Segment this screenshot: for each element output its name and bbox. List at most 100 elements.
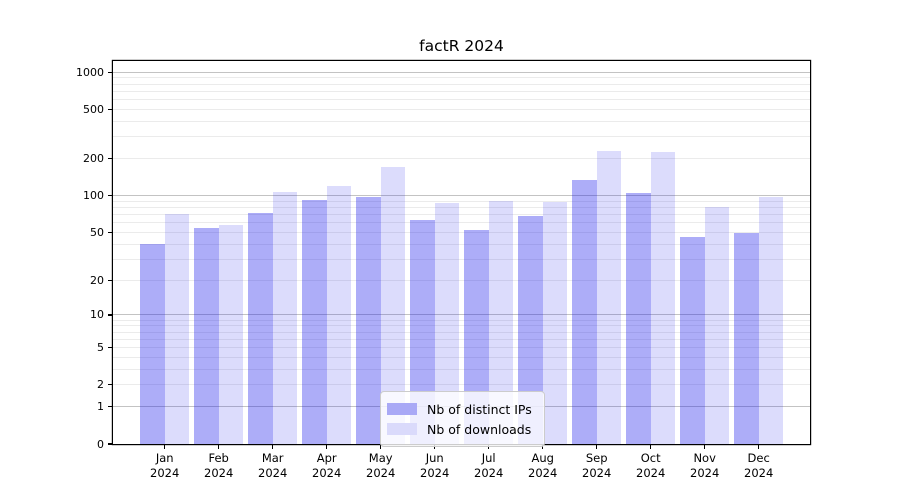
x-tick-nov	[704, 445, 706, 449]
legend-label-distinct-ips: Nb of distinct IPs	[427, 401, 532, 417]
gridline-minor-200	[113, 158, 810, 160]
x-tick-label-apr: Apr 2024	[312, 451, 342, 480]
x-tick-jan	[164, 445, 166, 449]
gridline-minor-500	[113, 108, 810, 110]
bar-nb-of-downloads-apr	[326, 185, 352, 444]
x-tick-label-mar: Mar 2024	[258, 451, 288, 480]
y-tick-label-10: 10	[90, 308, 104, 322]
gridline-minor-600	[113, 99, 810, 101]
bar-nb-of-downloads-sep	[596, 151, 622, 444]
y-tick-50	[108, 231, 112, 233]
x-tick-label-sep: Sep 2024	[582, 451, 612, 480]
y-tick-label-5: 5	[97, 341, 104, 355]
bar-nb-of-distinct-ips-dec	[734, 233, 759, 444]
y-tick-label-200: 200	[83, 152, 104, 166]
x-tick-jul	[488, 445, 490, 449]
gridline-major-10	[113, 314, 810, 316]
chart-title: factR 2024	[419, 37, 504, 55]
y-tick-5	[108, 346, 112, 349]
gridline-minor-50	[113, 231, 810, 233]
gridline-minor-80	[113, 206, 810, 208]
bar-nb-of-distinct-ips-mar	[248, 213, 273, 444]
y-tick-label-0: 0	[97, 437, 104, 451]
gridline-minor-800	[113, 83, 810, 85]
y-tick-label-2: 2	[97, 378, 104, 392]
gridline-minor-4	[113, 356, 810, 358]
y-tick-10	[108, 314, 112, 316]
bar-nb-of-downloads-feb	[218, 225, 244, 444]
gridline-minor-700	[113, 90, 810, 92]
gridline-major-1000	[113, 71, 810, 73]
y-tick-20	[108, 279, 112, 281]
gridline-minor-60	[113, 222, 810, 224]
bar-nb-of-distinct-ips-apr	[302, 200, 327, 444]
x-tick-apr	[326, 445, 328, 449]
gridline-minor-30	[113, 258, 810, 260]
y-tick-1000	[108, 71, 112, 73]
bar-nb-of-downloads-dec	[758, 197, 784, 444]
y-tick-200	[108, 157, 112, 160]
y-tick-label-1000: 1000	[76, 65, 104, 79]
bar-nb-of-distinct-ips-jan	[140, 244, 165, 444]
bar-nb-of-distinct-ips-feb	[194, 228, 219, 444]
y-tick-500	[108, 108, 112, 110]
x-tick-label-may: May 2024	[366, 451, 396, 480]
y-tick-0	[108, 443, 112, 445]
bar-nb-of-distinct-ips-may	[356, 196, 381, 444]
gridline-minor-8	[113, 325, 810, 327]
x-tick-label-dec: Dec 2024	[744, 451, 774, 480]
legend-item-downloads: Nb of downloads	[387, 419, 532, 439]
x-tick-sep	[596, 445, 598, 449]
y-tick-label-500: 500	[83, 102, 104, 116]
legend-label-downloads: Nb of downloads	[427, 421, 532, 437]
bar-nb-of-distinct-ips-oct	[626, 193, 651, 444]
x-tick-label-jan: Jan 2024	[150, 451, 180, 480]
x-tick-dec	[758, 445, 760, 449]
x-tick-mar	[272, 445, 274, 449]
legend-swatch-downloads-icon	[387, 423, 417, 435]
gridline-minor-2	[113, 384, 810, 386]
gridline-minor-400	[113, 120, 810, 122]
gridline-minor-3	[113, 368, 810, 370]
bar-nb-of-downloads-oct	[650, 152, 676, 444]
gridline-minor-90	[113, 200, 810, 202]
x-tick-may	[380, 445, 382, 449]
bar-nb-of-downloads-jan	[164, 213, 190, 444]
gridline-minor-7	[113, 331, 810, 333]
gridline-minor-9	[113, 319, 810, 321]
gridline-major-100	[113, 195, 810, 197]
y-tick-2	[108, 384, 112, 386]
legend: Nb of distinct IPs Nb of downloads	[380, 391, 545, 447]
x-tick-oct	[650, 445, 652, 449]
gridline-minor-40	[113, 243, 810, 245]
bar-nb-of-distinct-ips-nov	[680, 236, 705, 444]
gridline-minor-70	[113, 214, 810, 216]
y-tick-label-20: 20	[90, 273, 104, 287]
gridline-minor-20	[113, 279, 810, 281]
y-tick-label-1: 1	[97, 400, 104, 414]
y-tick-1	[108, 406, 112, 408]
gridline-minor-6	[113, 338, 810, 340]
x-tick-jun	[434, 445, 436, 449]
x-tick-aug	[542, 445, 544, 449]
x-tick-label-aug: Aug 2024	[528, 451, 558, 480]
gridline-minor-300	[113, 136, 810, 138]
y-tick-label-50: 50	[90, 225, 104, 239]
bar-nb-of-downloads-mar	[272, 192, 298, 444]
x-tick-label-jun: Jun 2024	[420, 451, 450, 480]
y-tick-label-100: 100	[83, 189, 104, 203]
x-tick-feb	[218, 445, 220, 449]
legend-item-distinct-ips: Nb of distinct IPs	[387, 399, 532, 419]
x-tick-label-nov: Nov 2024	[690, 451, 720, 480]
gridline-minor-5	[113, 347, 810, 349]
y-tick-100	[108, 194, 112, 197]
plot-area	[113, 61, 810, 444]
gridline-minor-900	[113, 77, 810, 79]
x-tick-label-jul: Jul 2024	[474, 451, 504, 480]
legend-swatch-distinct-ips-icon	[387, 403, 417, 415]
bar-nb-of-downloads-aug	[542, 201, 568, 444]
x-tick-label-feb: Feb 2024	[204, 451, 234, 480]
x-tick-label-oct: Oct 2024	[636, 451, 666, 480]
bar-nb-of-downloads-nov	[704, 207, 730, 444]
